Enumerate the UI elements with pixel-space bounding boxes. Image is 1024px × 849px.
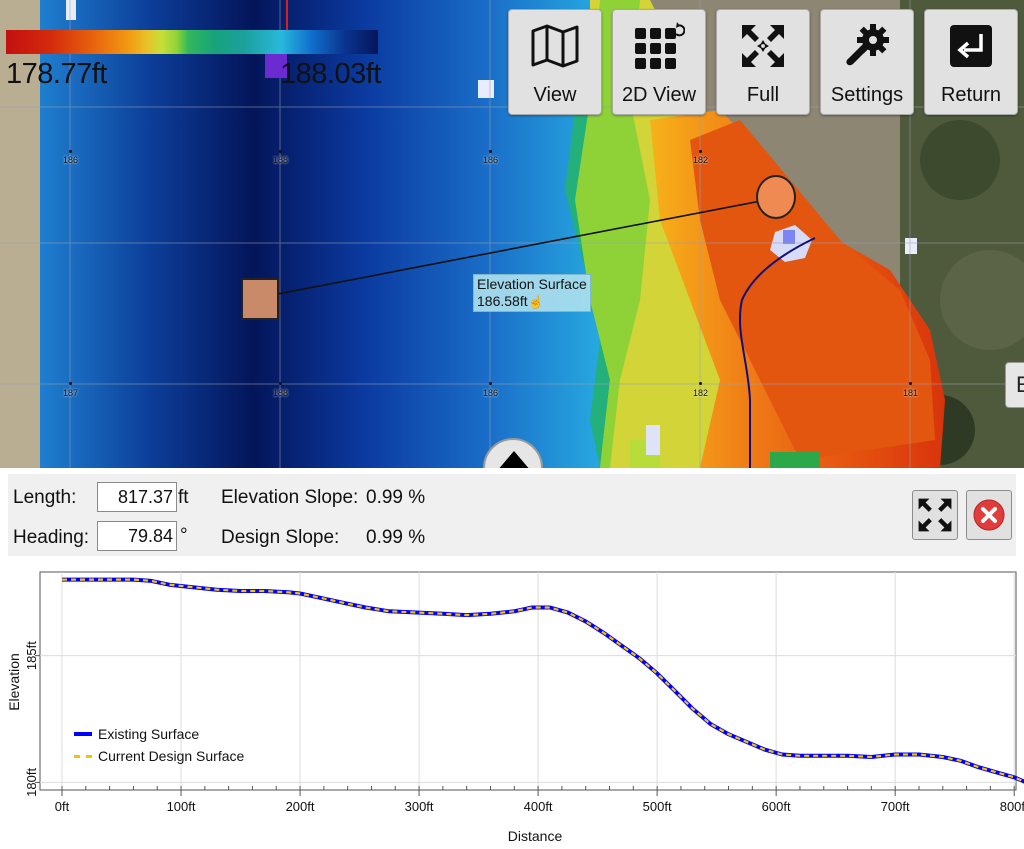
expand-profile-button[interactable] [912,490,958,540]
expand-icon [918,498,952,532]
grid-label: 186 [483,388,499,398]
grid-point [699,382,702,385]
x-tick-label: 400ft [524,799,553,814]
return-button[interactable]: Return [924,9,1018,115]
north-indicator [286,0,288,36]
length-unit: ft [178,487,189,508]
elevation-profile-chart[interactable]: 0ft 100ft 200ft 300ft 400ft 500ft 600ft 700ft 80… [0,560,1024,849]
2d-view-button[interactable]: 2D View [612,9,706,115]
elevation-legend-bar [6,30,378,54]
grid-point [489,382,492,385]
grid-point [69,382,72,385]
design-slope-value: 0.99 % [366,527,426,548]
x-tick-label: 500ft [643,799,672,814]
legend-swatch [74,732,92,736]
legend-item-design: Current Design Surface [74,745,244,767]
full-button-label: Full [746,84,780,106]
profile-line [261,197,777,298]
profile-end-handle[interactable] [756,175,796,219]
x-tick-label: 800ft [1000,799,1024,814]
x-tick-label: 600ft [762,799,791,814]
grid-label: 182 [693,388,709,398]
grid-label: 187 [63,388,79,398]
grid-point [279,150,282,153]
elevation-map[interactable]: 178.77ft 188.03ft 186 188 186 182 187 18… [0,0,1024,468]
grid-label: 188 [273,388,289,398]
grid-point [489,150,492,153]
return-button-label: Return [940,84,1002,106]
y-tick-label: 180ft [24,768,39,797]
legend-label: Current Design Surface [98,748,245,764]
grid-label: 188 [273,155,289,165]
elevation-slope-value: 0.99 % [366,487,426,508]
full-button[interactable]: Full [716,9,810,115]
profile-chart-svg: 0ft 100ft 200ft 300ft 400ft 500ft 600ft 700ft 80… [6,571,1024,844]
expand-icon [737,20,789,72]
x-tick-label: 100ft [167,799,196,814]
length-input[interactable]: 817.37 [97,482,177,512]
x-axis-label: Distance [508,828,563,844]
profile-info-panel: Length: 817.37 ft Heading: 79.84 ° Eleva… [8,474,1016,556]
map-toolbar: View 2D View [508,9,1018,115]
design-slope-label: Design Slope: [221,527,340,548]
return-icon [945,20,997,72]
tooltip-value: 186.58ft [477,293,528,309]
heading-unit: ° [180,525,188,546]
legend-swatch [74,754,92,758]
map-icon [529,20,581,72]
chart-legend: Existing Surface Current Design Surface [74,723,244,767]
heading-input[interactable]: 79.84 [97,521,177,551]
x-tick-label: 0ft [55,799,70,814]
triangle-up-icon [497,451,531,468]
y-axis-label: Elevation [6,653,22,711]
grid-point [699,150,702,153]
grid-label: 182 [693,155,709,165]
profile-start-handle[interactable] [241,278,279,320]
gear-wrench-icon [841,20,893,72]
view-button[interactable]: View [508,9,602,115]
close-profile-button[interactable] [966,490,1012,540]
heading-label: Heading: [13,527,90,548]
legend-min-value: 178.77ft [6,58,107,90]
settings-button-label: Settings [830,84,904,106]
x-tick-label: 200ft [286,799,315,814]
grid-label: 186 [63,155,79,165]
path-line [738,237,816,468]
series-design-surface [62,578,1024,783]
tooltip-title: Elevation Surface [477,276,587,292]
close-icon [973,499,1005,531]
grid-label: 186 [483,155,499,165]
x-tick-label: 300ft [405,799,434,814]
view-button-label: View [533,84,577,106]
y-tick-label: 185ft [24,641,39,670]
grid-point [279,382,282,385]
x-tick-label: 700ft [881,799,910,814]
elevation-slope-label: Elevation Slope: [221,487,359,508]
settings-button[interactable]: Settings [820,9,914,115]
2d-view-button-label: 2D View [621,84,697,106]
grid-point [909,382,912,385]
length-label: Length: [13,487,77,508]
grid-icon [633,20,685,72]
legend-max-value: 188.03ft [280,58,381,90]
grid-point [69,150,72,153]
marker-block [265,52,287,78]
legend-item-existing: Existing Surface [74,723,244,745]
grid-label: 181 [903,388,919,398]
elevation-tooltip: Elevation Surface 186.58ft☝ [473,274,591,312]
legend-label: Existing Surface [98,726,200,742]
hand-pointer-icon: ☝ [527,294,544,309]
side-panel-toggle[interactable]: E [1005,362,1024,408]
